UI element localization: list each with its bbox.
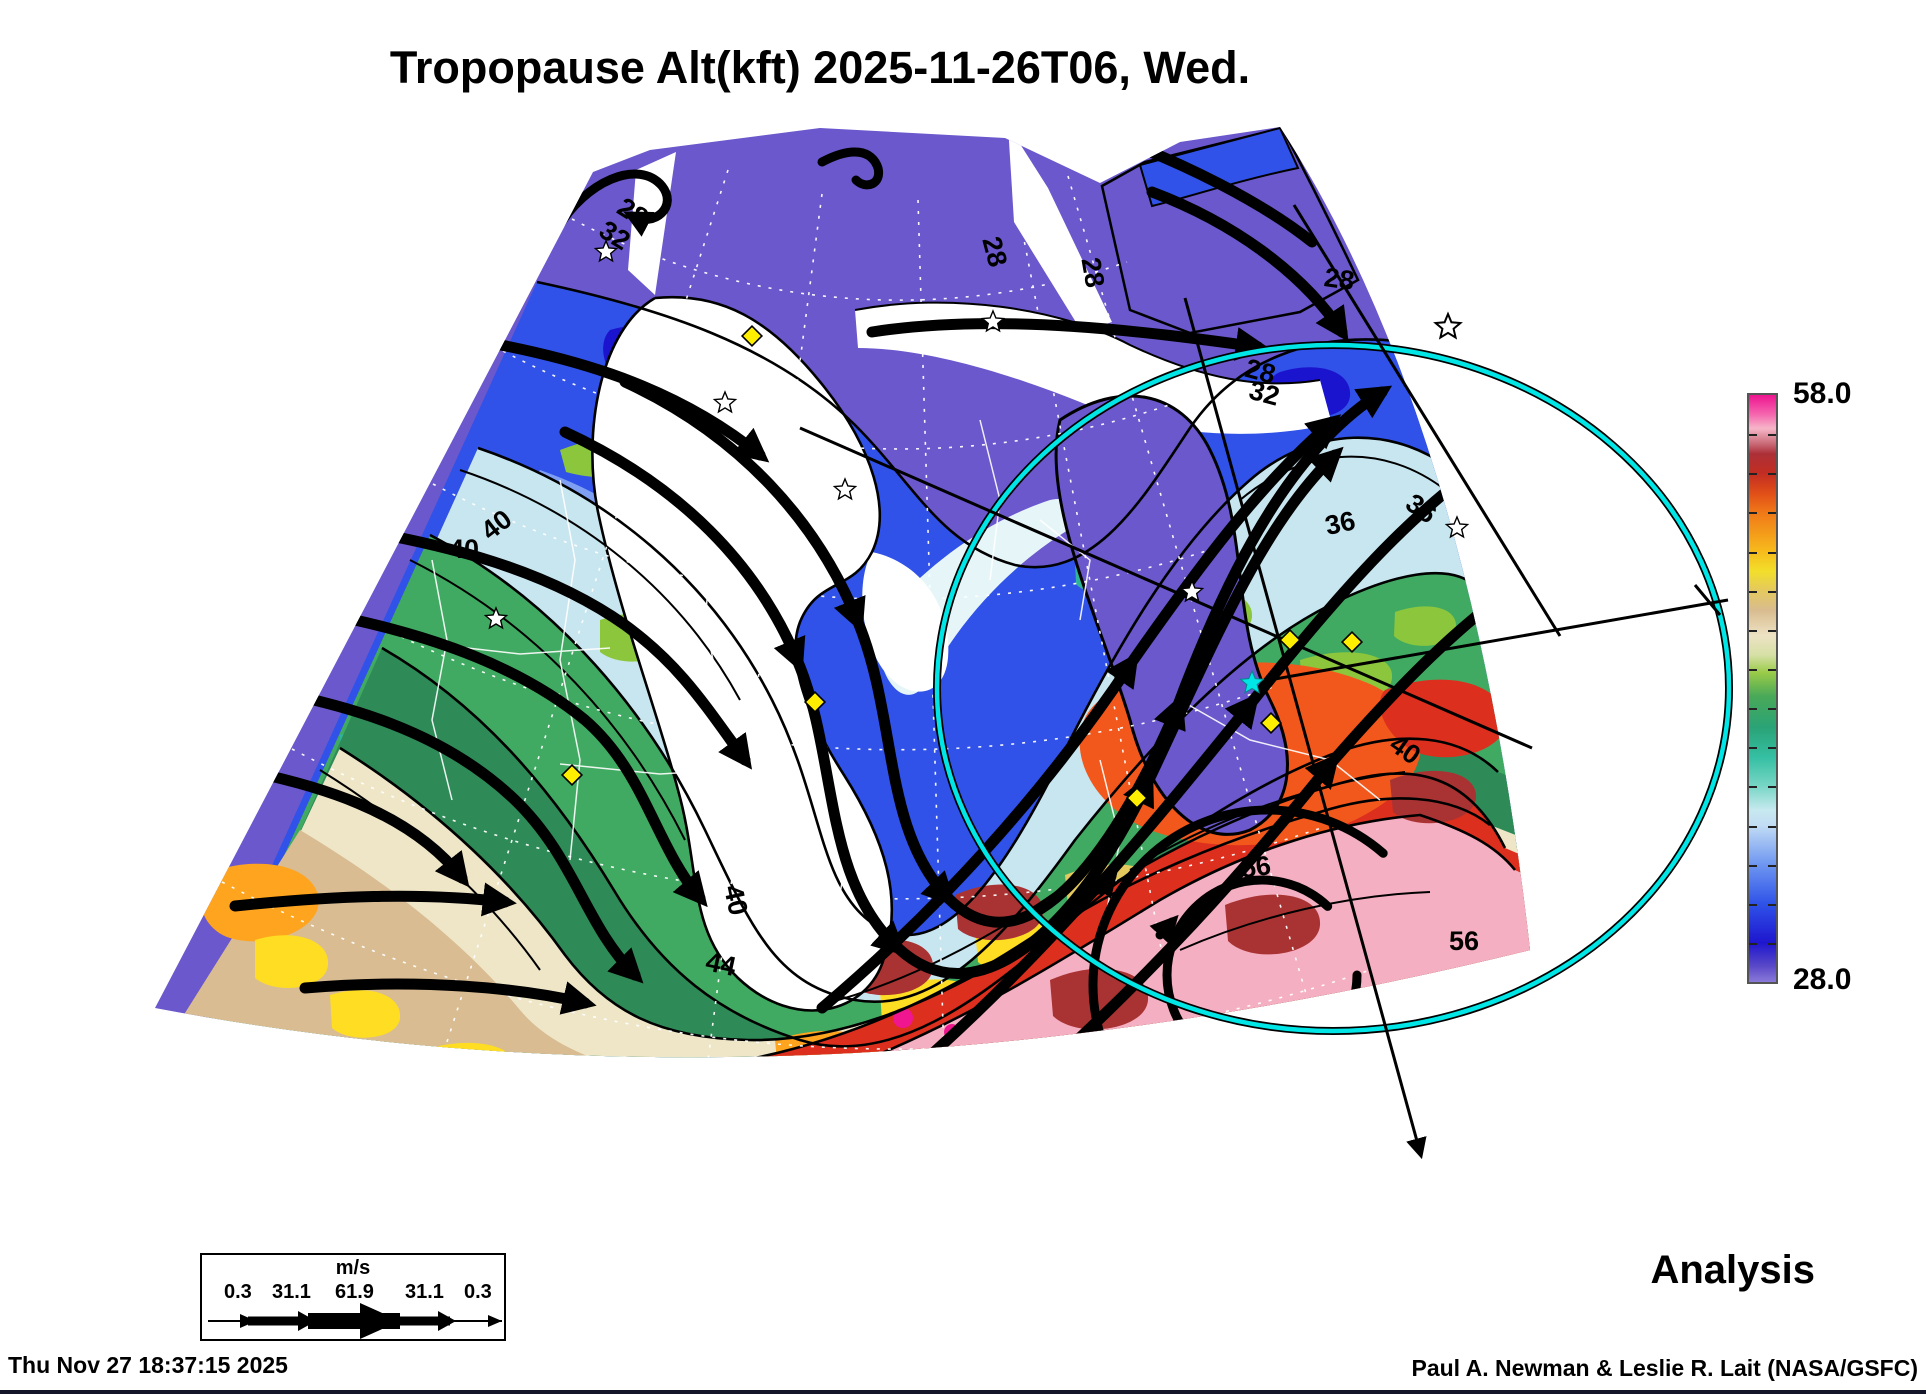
colorbar-tick bbox=[1749, 668, 1757, 671]
colorbar-tick bbox=[1749, 590, 1757, 593]
colorbar-tick bbox=[1749, 786, 1757, 789]
station-diamond-marker bbox=[1340, 630, 1364, 654]
colorbar-tick bbox=[1749, 864, 1757, 867]
overlay-lines bbox=[799, 204, 1733, 1160]
colorbar-max-label: 58.0 bbox=[1793, 377, 1852, 410]
contour-label-40: 40 bbox=[449, 534, 479, 564]
city-star-marker bbox=[980, 309, 1006, 333]
station-diamond-marker bbox=[560, 763, 584, 787]
colorbar-tick bbox=[1749, 434, 1757, 437]
colorbar-tick bbox=[1768, 473, 1776, 476]
colorbar-tick bbox=[1749, 629, 1757, 632]
credit-line: Paul A. Newman & Leslie R. Lait (NASA/GS… bbox=[1411, 1355, 1918, 1381]
page-title: Tropopause Alt(kft) 2025-11-26T06, Wed. bbox=[389, 42, 1251, 93]
station-diamond-marker bbox=[1278, 628, 1302, 652]
station-diamond-marker bbox=[1259, 711, 1283, 735]
creation-timestamp: Thu Nov 27 18:37:15 2025 bbox=[8, 1352, 288, 1378]
contour-label-36: 36 bbox=[1322, 505, 1358, 541]
colorbar-tick bbox=[1768, 629, 1776, 632]
altitude-shading bbox=[155, 127, 1530, 1058]
colorbar-tick bbox=[1768, 942, 1776, 945]
azimuth-line bbox=[1292, 204, 1562, 637]
wind-value: 31.1 bbox=[405, 1281, 444, 1303]
city-star-marker bbox=[593, 239, 619, 263]
contour-label-28: 28 bbox=[1322, 262, 1356, 296]
station-diamond-marker bbox=[803, 690, 827, 714]
city-star-marker bbox=[1179, 579, 1205, 603]
colorbar-tick bbox=[1749, 825, 1757, 828]
site-cyan-star-marker bbox=[1239, 669, 1265, 694]
wind-value: 0.3 bbox=[464, 1281, 492, 1303]
city-star-marker bbox=[712, 390, 738, 414]
wind-units-label: m/s bbox=[335, 1257, 371, 1279]
colorbar-tick bbox=[1749, 512, 1757, 515]
map-markers bbox=[483, 239, 1470, 810]
range-circle bbox=[934, 342, 1732, 1034]
station-diamond-marker bbox=[740, 324, 764, 348]
wind-value: 31.1 bbox=[272, 1281, 311, 1303]
colorbar bbox=[1747, 393, 1778, 984]
city-star-marker bbox=[483, 606, 509, 630]
colorbar-tick bbox=[1768, 708, 1776, 711]
wind-value: 61.9 bbox=[335, 1281, 374, 1303]
contour-label-28: 28 bbox=[1075, 255, 1110, 290]
wind-speed-legend: m/s 0.3 31.1 61.9 31.1 0.3 bbox=[200, 1253, 506, 1341]
city-star-marker bbox=[1444, 515, 1470, 539]
city-star-marker bbox=[832, 477, 858, 501]
colorbar-tick bbox=[1768, 786, 1776, 789]
bottom-rule bbox=[0, 1390, 1926, 1394]
colorbar-tick bbox=[1749, 473, 1757, 476]
colorbar-tick bbox=[1768, 668, 1776, 671]
station-diamond-marker bbox=[1125, 786, 1149, 810]
contour-label-56: 56 bbox=[1239, 850, 1273, 884]
jet-streamlines bbox=[209, 131, 1530, 1058]
colorbar-tick bbox=[1749, 903, 1757, 906]
colorbar-tick bbox=[1768, 903, 1776, 906]
colorbar-tick bbox=[1749, 708, 1757, 711]
colorbar-tick bbox=[1768, 434, 1776, 437]
colorbar-tick bbox=[1768, 747, 1776, 750]
colorbar-tick bbox=[1768, 551, 1776, 554]
colorbar-tick bbox=[1768, 512, 1776, 515]
colorbar-tick bbox=[1749, 551, 1757, 554]
azimuth-line bbox=[1251, 598, 1729, 685]
colorbar-min-label: 28.0 bbox=[1793, 963, 1852, 996]
contour-label-44: 44 bbox=[703, 946, 739, 982]
analysis-label: Analysis bbox=[1650, 1248, 1815, 1292]
azimuth-line bbox=[1693, 584, 1722, 616]
colorbar-tick bbox=[1749, 942, 1757, 945]
contour-label-40: 40 bbox=[718, 882, 754, 918]
colorbar-tick bbox=[1768, 590, 1776, 593]
wind-value: 0.3 bbox=[224, 1281, 252, 1303]
wind-barb-scale bbox=[208, 1303, 502, 1339]
contour-label-56: 56 bbox=[1449, 926, 1479, 956]
colorbar-tick bbox=[1749, 747, 1757, 750]
azimuth-line bbox=[1183, 297, 1427, 1160]
azimuth-line bbox=[799, 426, 1533, 750]
open-star-marker bbox=[1433, 311, 1463, 340]
colorbar-tick bbox=[1768, 825, 1776, 828]
colorbar-tick bbox=[1768, 864, 1776, 867]
